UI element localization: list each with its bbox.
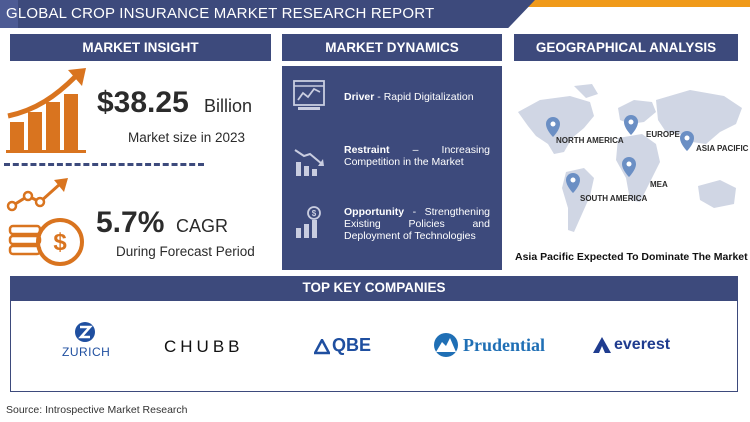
zurich-name: ZURICH [62, 345, 111, 359]
zurich-logo [75, 322, 95, 342]
geo-caption: Asia Pacific Expected To Dominate The Ma… [515, 251, 748, 263]
map-label-europe: EUROPE [646, 130, 680, 139]
top-key-companies-header: TOP KEY COMPANIES [10, 276, 738, 300]
map-label-asia-pacific: ASIA PACIFIC [696, 144, 749, 153]
source-note: Source: Introspective Market Research [6, 404, 188, 416]
market-dynamics-panel: Driver - Rapid Digitalization Restraint … [282, 66, 502, 270]
opportunity-growth-icon: $ [296, 206, 321, 238]
market-dynamics-header: MARKET DYNAMICS [282, 34, 502, 61]
map-label-south-america: SOUTH AMERICA [580, 194, 648, 203]
restraint-text: Restraint – Increasing Competition in th… [344, 144, 490, 168]
map-label-mea: MEA [650, 180, 668, 189]
svg-text:$: $ [312, 209, 317, 218]
qbe-logo: QBE [332, 335, 372, 355]
market-size-unit: Billion [204, 96, 253, 116]
opportunity-text: Opportunity - Strengthening Existing Pol… [344, 206, 490, 242]
growth-chart-icon [6, 68, 86, 153]
market-size-caption: Market size in 2023 [128, 130, 246, 145]
title-accent [0, 0, 18, 28]
cagr-caption: During Forecast Period [116, 244, 255, 259]
divider [4, 163, 204, 166]
everest-logo: everest [614, 336, 671, 353]
prudential-rock-icon [434, 333, 458, 357]
declining-chart-icon [294, 149, 324, 176]
market-size-value: $38.25 [97, 86, 189, 119]
coin-growth-icon: $ [6, 178, 84, 266]
cagr-unit: CAGR [176, 216, 229, 236]
cagr-value: 5.7% [96, 206, 165, 239]
orange-accent-line [500, 0, 750, 7]
analytics-screen-icon [293, 80, 325, 110]
world-map [518, 84, 742, 232]
market-insight-header: MARKET INSIGHT [10, 34, 271, 61]
prudential-logo: Prudential [463, 335, 546, 355]
map-label-north-america: NORTH AMERICA [556, 136, 624, 145]
everest-mountain-icon [593, 337, 611, 353]
svg-text:$: $ [53, 229, 67, 256]
companies-box [10, 300, 738, 392]
title-bar [0, 0, 535, 28]
chubb-logo: CHUBB [164, 337, 244, 356]
qbe-emblem-icon [314, 339, 330, 355]
geographical-analysis-header: GEOGRAPHICAL ANALYSIS [514, 34, 738, 61]
driver-text: Driver - Rapid Digitalization [344, 91, 474, 103]
page-title: GLOBAL CROP INSURANCE MARKET RESEARCH RE… [6, 5, 435, 22]
